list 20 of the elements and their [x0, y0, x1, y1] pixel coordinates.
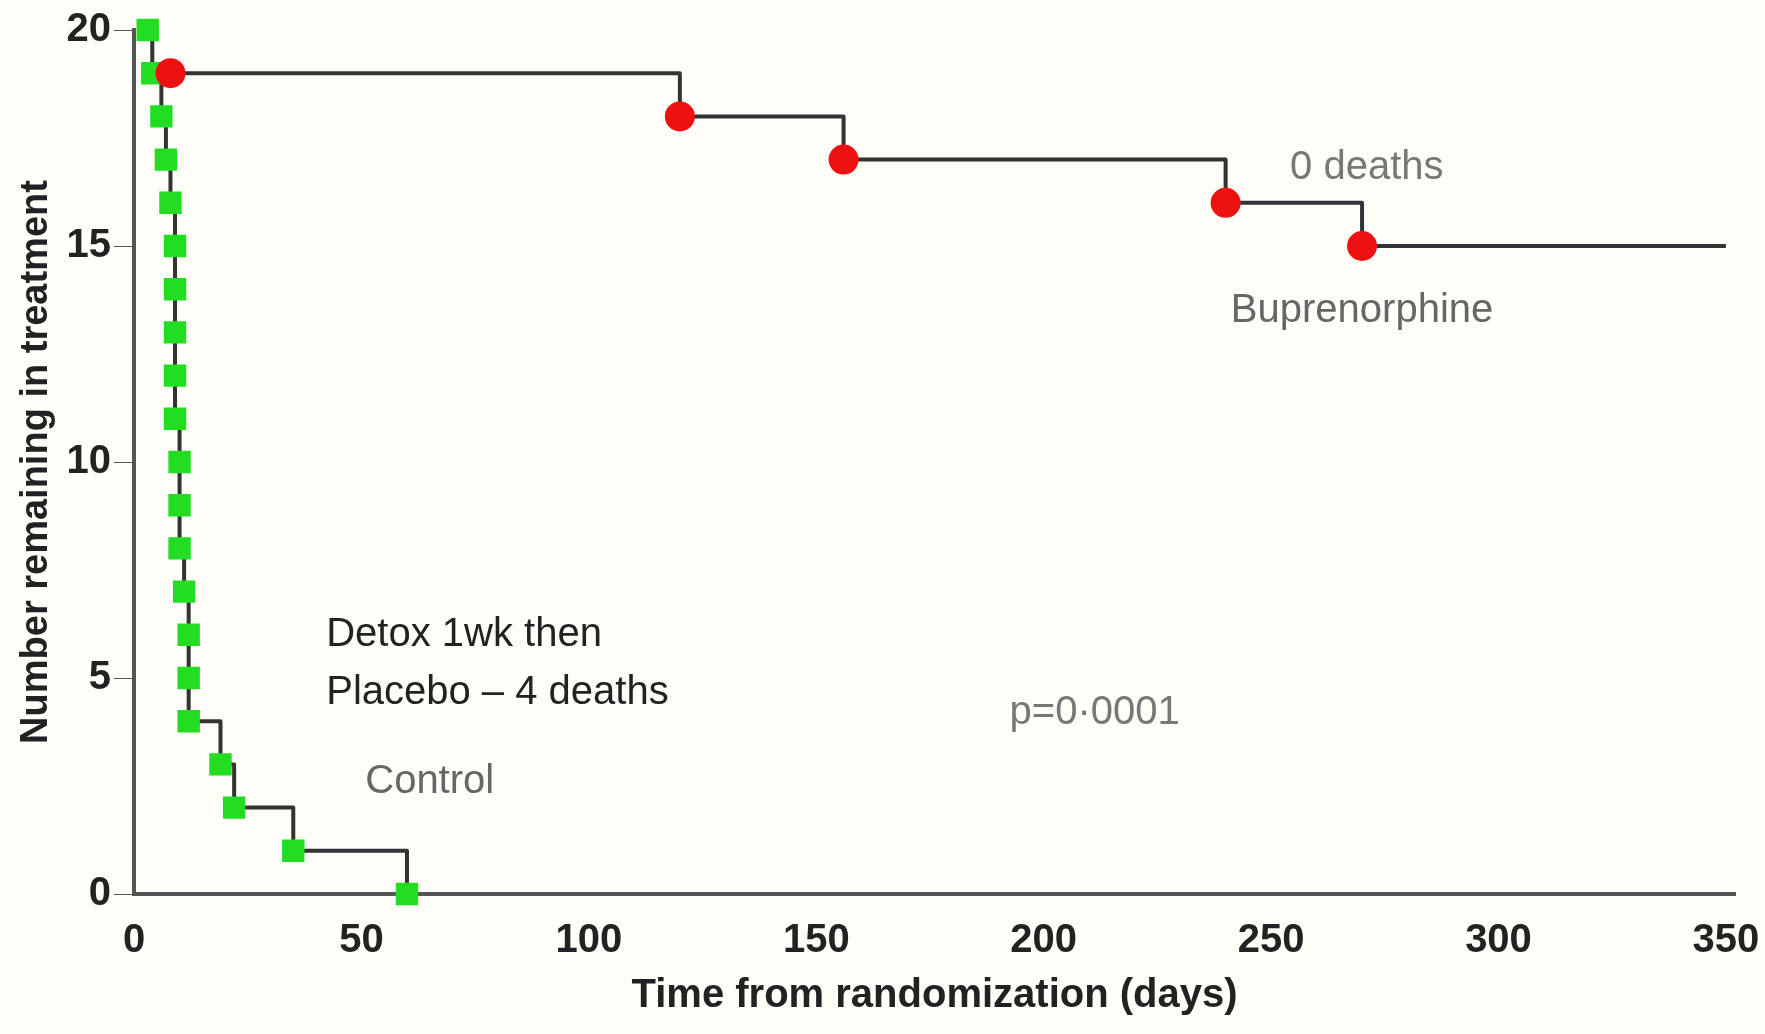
y-axis-title: Number remaining in treatment: [13, 179, 56, 744]
annotation: Detox 1wk then Placebo – 4 deaths: [326, 609, 669, 712]
annotation: p=0·0001: [1009, 687, 1180, 732]
series-label: Buprenorphine: [1230, 285, 1494, 330]
y-tick-label: 0: [88, 869, 112, 914]
x-tick-label: 200: [1010, 916, 1078, 961]
x-tick-label: 250: [1237, 916, 1305, 961]
x-axis-title: Time from randomization (days): [631, 971, 1238, 1016]
x-tick-label: 300: [1465, 916, 1532, 961]
x-tick-label: 100: [555, 916, 623, 961]
x-tick-label: 350: [1692, 916, 1760, 961]
series-label: Control: [365, 756, 495, 801]
x-tick-label: 150: [782, 916, 850, 961]
y-tick-label: 5: [88, 653, 112, 698]
x-tick-label: 0: [122, 916, 146, 961]
x-tick-label: 50: [339, 916, 384, 961]
y-tick-label: 15: [66, 221, 112, 266]
y-tick-label: 20: [66, 5, 112, 50]
annotation: 0 deaths: [1290, 143, 1444, 188]
y-tick-label: 10: [66, 437, 112, 482]
